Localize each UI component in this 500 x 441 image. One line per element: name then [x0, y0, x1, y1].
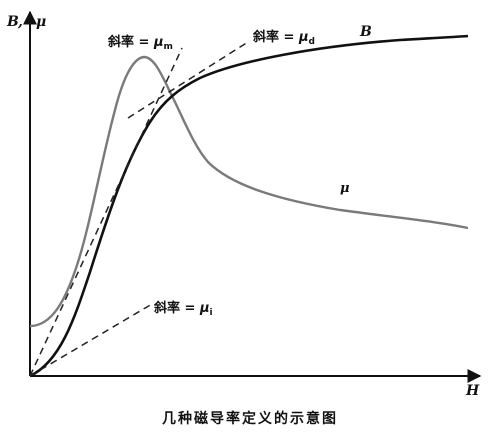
b-curve-label: B [359, 24, 372, 40]
slope-label-mu-d-symbol: μ [298, 30, 309, 45]
slope-label-mu-d-subscript: d [309, 37, 315, 47]
y-axis-label-mu: μ [36, 14, 46, 30]
slope-label-mu-i-subscript: i [210, 308, 213, 318]
mu-curve [29, 55, 469, 328]
slope-label-mu-m-prefix: 斜率 = [107, 34, 154, 50]
slope-label-mu-m-symbol: μ [153, 35, 164, 50]
x-axis-label-h: H [465, 383, 480, 399]
figure-caption: 几种磁导率定义的示意图 [162, 411, 338, 427]
y-axis-label-b: B [6, 14, 19, 30]
slope-label-mu-d-prefix: 斜率 = [252, 29, 299, 45]
slope-label-mu-m: 斜率 = μm [107, 34, 173, 52]
slope-label-mu-i-prefix: 斜率 = [153, 300, 200, 316]
slope-line-mu-i [29, 303, 153, 377]
b-curve [29, 34, 469, 378]
slope-label-mu-d: 斜率 = μd [252, 29, 315, 47]
slope-line-mu-m [29, 47, 183, 377]
y-axis-label-sep: , [17, 14, 23, 30]
slope-label-mu-m-subscript: m [164, 42, 173, 52]
slope-label-mu-i: 斜率 = μi [153, 300, 213, 318]
mu-curve-label: μ [340, 181, 350, 196]
slope-line-mu-d [127, 41, 249, 119]
slope-label-mu-i-symbol: μ [199, 301, 210, 316]
